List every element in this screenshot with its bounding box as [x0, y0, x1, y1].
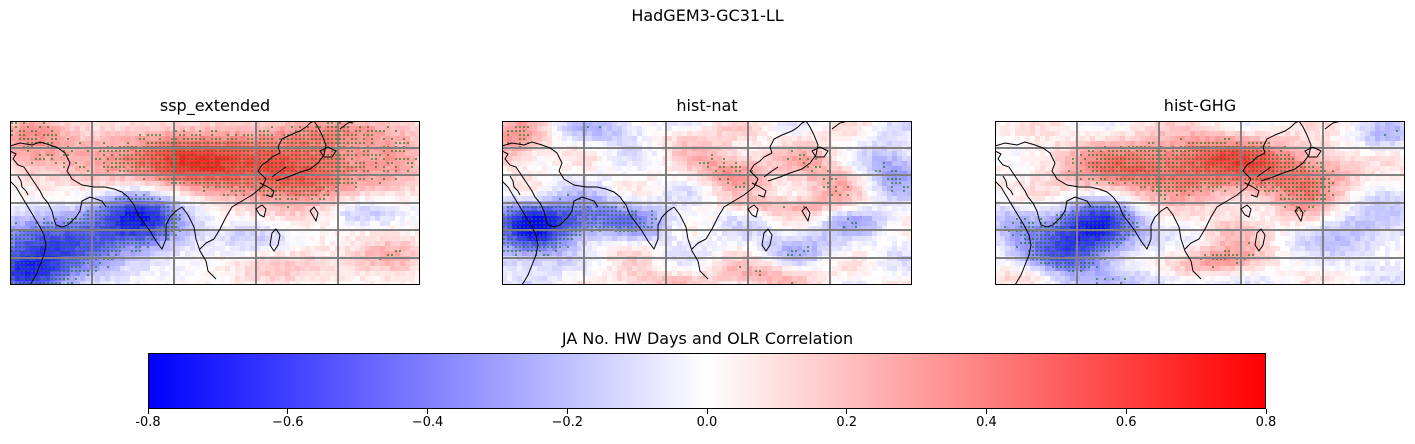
colorbar-tick-mark	[1125, 409, 1127, 414]
colorbar-tick-label: -0.8	[135, 415, 161, 430]
colorbar-tick-mark	[287, 409, 289, 414]
colorbar-tick-label: −0.4	[411, 415, 444, 430]
map-frame	[995, 121, 1405, 285]
correlation-map-hist-nat	[502, 121, 912, 285]
gridlines-hist-nat	[502, 121, 912, 285]
coastlines-ssp-extended	[10, 121, 357, 285]
figure-title: HadGEM3-GC31-LL	[631, 6, 784, 25]
colorbar-tick-label: −0.2	[551, 415, 584, 430]
significance-stipple-ssp-extended	[11, 122, 417, 284]
colorbar	[148, 353, 1266, 409]
colorbar-label: JA No. HW Days and OLR Correlation	[561, 329, 854, 348]
map-panel-hist-ghg	[995, 121, 1405, 285]
colorbar-tick-label: −0.6	[271, 415, 304, 430]
map-frame	[502, 121, 912, 285]
colorbar-tick-mark	[1265, 409, 1267, 414]
map-frame	[10, 121, 420, 285]
colorbar-tick-mark	[846, 409, 848, 414]
colorbar-tick-label: 0.8	[1255, 415, 1277, 430]
gridlines-hist-ghg	[995, 121, 1405, 285]
coastlines-hist-nat	[502, 121, 849, 285]
correlation-map-hist-ghg	[995, 121, 1405, 285]
colorbar-tick-mark	[566, 409, 568, 414]
colorbar-tick-label: 0.6	[1115, 415, 1137, 430]
colorbar-tick-mark	[147, 409, 149, 414]
colorbar-tick-mark	[706, 409, 708, 414]
colorbar-tick-mark	[427, 409, 428, 414]
colorbar-tick-label: 0.0	[696, 415, 718, 430]
coastlines-hist-ghg	[995, 121, 1342, 285]
panel-title-hist-ghg: hist-GHG	[1163, 96, 1237, 115]
gridlines-ssp-extended	[10, 121, 420, 285]
colorbar-tick-label: 0.4	[976, 415, 997, 430]
colorbar-tick-label: 0.2	[836, 415, 858, 430]
colorbar-tick-mark	[986, 409, 987, 414]
panel-title-ssp-extended: ssp_extended	[159, 96, 271, 115]
correlation-map-ssp-extended	[10, 121, 420, 285]
panel-title-hist-nat: hist-nat	[676, 96, 738, 115]
map-panel-hist-nat	[502, 121, 912, 285]
map-panel-ssp-extended	[10, 121, 420, 285]
